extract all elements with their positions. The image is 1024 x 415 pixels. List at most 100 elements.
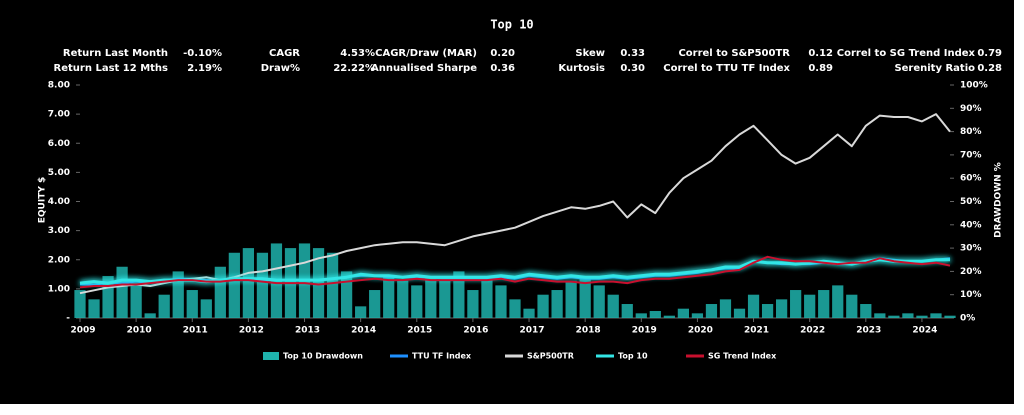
chart-title: Top 10 xyxy=(490,18,533,32)
drawdown-bar xyxy=(341,271,353,318)
drawdown-bar xyxy=(733,308,746,318)
series-line xyxy=(79,113,951,295)
legend-label: Top 10 xyxy=(618,352,648,361)
x-tick-label: 2021 xyxy=(744,326,769,336)
drawdown-bar xyxy=(158,294,170,318)
x-tick-label: 2023 xyxy=(856,326,881,336)
drawdown-bar xyxy=(326,252,339,318)
drawdown-bar xyxy=(663,315,675,318)
stat-label: CAGR/Draw (MAR) xyxy=(375,48,477,59)
y2-tick-label: 10% xyxy=(960,290,982,300)
stat-value: 0.12 xyxy=(808,48,833,59)
drawdown-bar xyxy=(439,280,451,318)
drawdown-bar xyxy=(691,313,704,318)
stat-value: 2.19% xyxy=(187,63,222,74)
x-tick-label: 2024 xyxy=(912,326,937,336)
drawdown-bar xyxy=(888,315,900,318)
drawdown-bar xyxy=(874,313,886,318)
x-tick-label: 2017 xyxy=(520,326,545,336)
y2-tick-label: 40% xyxy=(960,220,982,230)
stat-value: 0.30 xyxy=(620,63,645,74)
drawdown-bar xyxy=(214,266,226,318)
drawdown-bar xyxy=(551,290,563,318)
stat-value: 4.53% xyxy=(340,48,375,59)
drawdown-bar xyxy=(719,299,732,318)
stat-label: CAGR xyxy=(269,48,300,59)
drawdown-bar xyxy=(453,271,465,318)
drawdown-bar xyxy=(116,266,128,318)
drawdown-bar xyxy=(607,294,619,318)
y-tick-label: 2.00 xyxy=(48,255,70,265)
drawdown-bar xyxy=(144,313,156,318)
series-line xyxy=(79,258,950,285)
drawdown-bar xyxy=(621,304,633,318)
x-tick-label: 2013 xyxy=(295,326,320,336)
y-tick-label: 6.00 xyxy=(48,139,70,149)
drawdown-bar xyxy=(846,294,858,318)
drawdown-bar xyxy=(649,311,661,318)
stat-label: Correl to SG Trend Index xyxy=(837,48,976,59)
x-tick-label: 2018 xyxy=(576,326,601,336)
drawdown-bar xyxy=(635,313,647,318)
y-tick-label: 7.00 xyxy=(48,110,70,120)
y2-tick-label: 80% xyxy=(960,127,982,137)
drawdown-bar xyxy=(761,304,774,318)
stat-value: 0.33 xyxy=(620,48,645,59)
drawdown-bar xyxy=(186,290,198,318)
drawdown-bar xyxy=(944,315,956,318)
drawdown-bar xyxy=(523,308,535,318)
drawdown-bar xyxy=(172,271,184,318)
stat-value: 0.89 xyxy=(808,63,833,74)
drawdown-bar xyxy=(860,304,872,318)
y2-tick-label: 0% xyxy=(960,314,975,324)
chart: Top 10 EQUITY $ DRAWDOWN % Return Last M… xyxy=(38,18,1004,361)
stat-label: Correl to S&P500TR xyxy=(678,48,790,59)
x-tick-label: 2019 xyxy=(632,326,657,336)
drawdown-bar xyxy=(200,299,212,318)
drawdown-bar xyxy=(242,248,254,318)
drawdown-bar xyxy=(102,276,114,318)
y2-tick-label: 50% xyxy=(960,197,982,207)
y-axis-title: EQUITY $ xyxy=(38,177,48,224)
drawdown-bar xyxy=(88,299,100,318)
y2-tick-label: 20% xyxy=(960,267,982,277)
x-tick-label: 2022 xyxy=(800,326,825,336)
stat-value: 0.79 xyxy=(977,48,1002,59)
x-tick-label: 2020 xyxy=(688,326,713,336)
stat-label: Return Last 12 Mths xyxy=(54,63,168,74)
y2-tick-label: 30% xyxy=(960,244,982,254)
x-tick-label: 2010 xyxy=(127,326,152,336)
y-tick-label: 3.00 xyxy=(48,226,70,236)
stat-value: 0.20 xyxy=(490,48,515,59)
drawdown-bar xyxy=(916,315,928,318)
legend-label: S&P500TR xyxy=(527,352,574,361)
y-tick-label: 1.00 xyxy=(48,284,70,294)
drawdown-bar xyxy=(705,304,718,318)
drawdown-bar xyxy=(383,276,395,318)
legend-swatch xyxy=(263,352,279,360)
stat-label: Serenity Ratio xyxy=(894,63,975,74)
y2-axis-title: DRAWDOWN % xyxy=(994,162,1004,238)
drawdown-bar xyxy=(355,306,367,318)
drawdown-bar xyxy=(509,299,521,318)
drawdown-bar xyxy=(495,285,507,318)
drawdown-bar xyxy=(312,248,325,318)
drawdown-bar xyxy=(790,290,802,318)
y-tick-label: 4.00 xyxy=(48,197,70,207)
stat-label: Annualised Sharpe xyxy=(371,63,477,74)
x-tick-label: 2011 xyxy=(183,326,208,336)
legend-label: Top 10 Drawdown xyxy=(283,352,363,361)
x-tick-label: 2016 xyxy=(463,326,488,336)
drawdown-bar xyxy=(228,252,240,318)
series-line xyxy=(79,255,951,289)
x-tick-label: 2009 xyxy=(70,326,95,336)
stat-label: Correl to TTU TF Index xyxy=(663,63,790,74)
drawdown-bar xyxy=(425,276,437,318)
drawdown-bar xyxy=(804,294,816,318)
drawdown-bar xyxy=(776,299,788,318)
drawdown-bar xyxy=(579,276,591,318)
stat-label: Return Last Month xyxy=(63,48,168,59)
legend-label: SG Trend Index xyxy=(708,352,777,361)
drawdown-bar xyxy=(369,290,381,318)
drawdown-bar xyxy=(818,290,830,318)
